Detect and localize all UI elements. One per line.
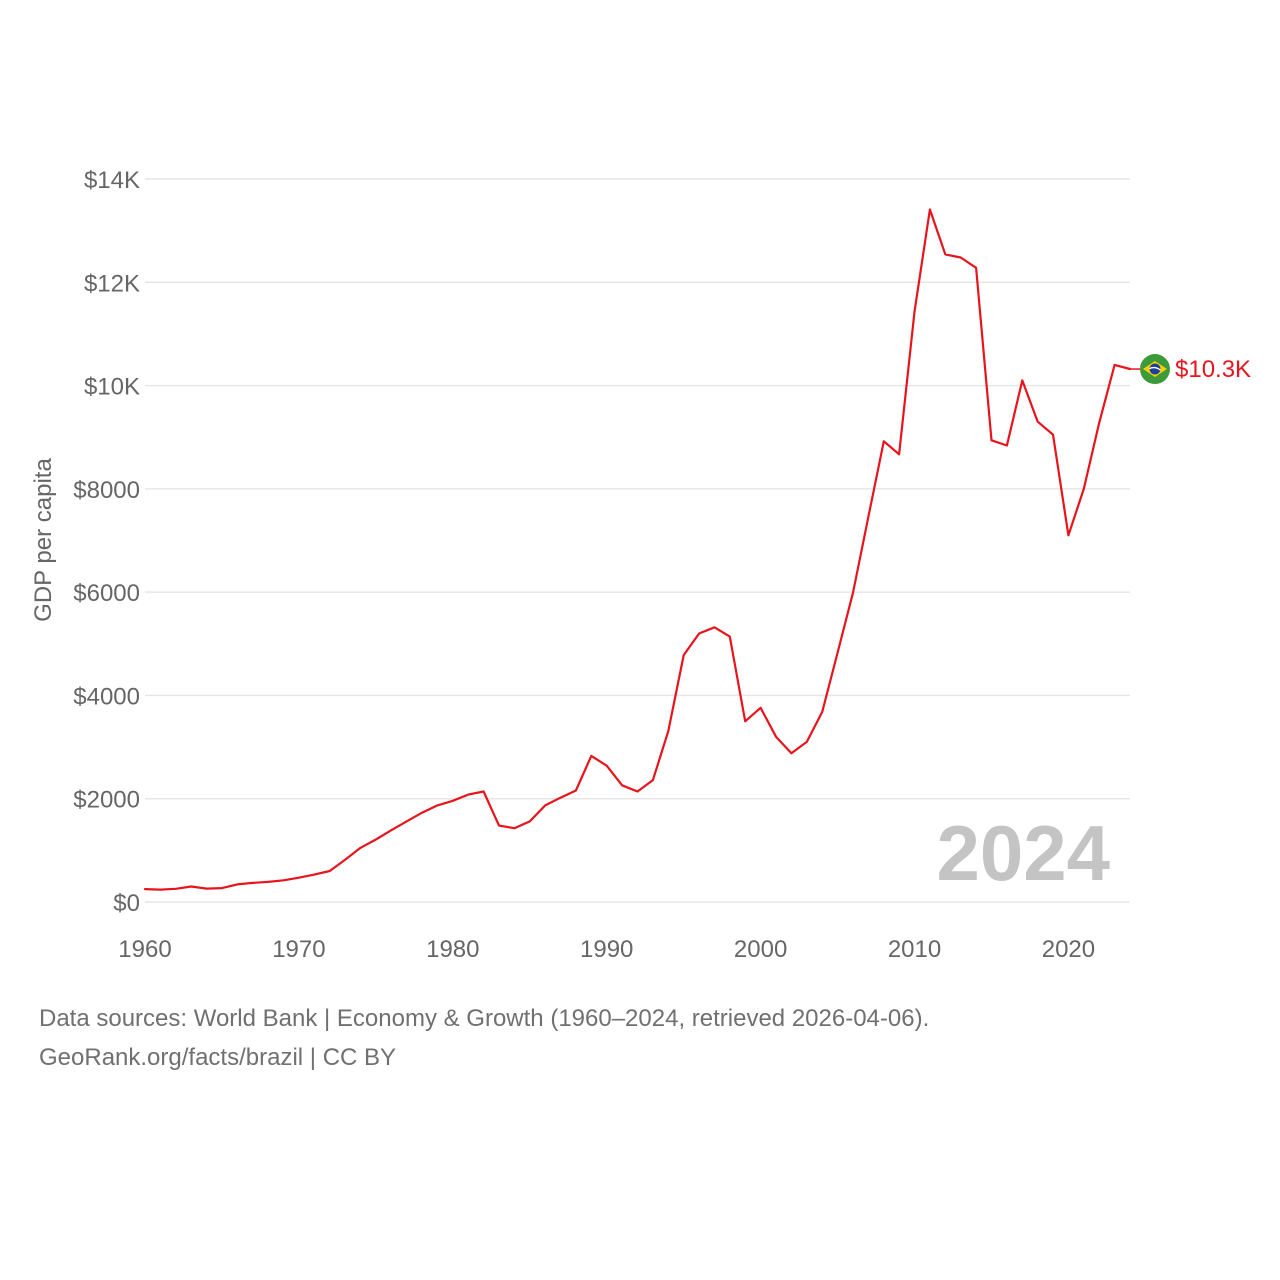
y-tick-label: $2000 [73, 787, 140, 814]
year-watermark: 2024 [936, 809, 1110, 897]
x-tick-label: 2000 [734, 936, 787, 963]
series-group [143, 208, 1132, 891]
data-sources-note: Data sources: World Bank | Economy & Gro… [39, 1005, 930, 1032]
x-tick-label: 1990 [580, 936, 633, 963]
x-tick-label: 1970 [272, 936, 325, 963]
end-value-label: $10.3K [1175, 356, 1251, 383]
y-tick-label: $0 [113, 890, 140, 917]
x-tick-label: 2020 [1042, 936, 1095, 963]
y-tick-label: $6000 [73, 580, 140, 607]
end-marker: $10.3K [1130, 354, 1251, 385]
y-tick-label: $14K [84, 167, 140, 194]
gridlines [145, 178, 1130, 903]
x-axis-ticks: 1960 1970 1980 1990 2000 2010 2020 [118, 936, 1095, 963]
y-tick-label: $10K [84, 374, 140, 401]
source-link-license: GeoRank.org/facts/brazil | CC BY [39, 1044, 397, 1071]
y-tick-label: $4000 [73, 683, 140, 710]
brazil-flag-icon [1140, 354, 1170, 385]
x-tick-label: 2010 [888, 936, 941, 963]
x-tick-label: 1960 [118, 936, 171, 963]
y-tick-label: $8000 [73, 477, 140, 504]
y-axis-label: GDP per capita [30, 458, 57, 622]
y-axis-ticks: $0 $2000 $4000 $6000 $8000 $10K $12K $14K [73, 167, 140, 917]
x-tick-label: 1980 [426, 936, 479, 963]
series-line-brazil [143, 208, 1132, 891]
y-tick-label: $12K [84, 270, 140, 297]
